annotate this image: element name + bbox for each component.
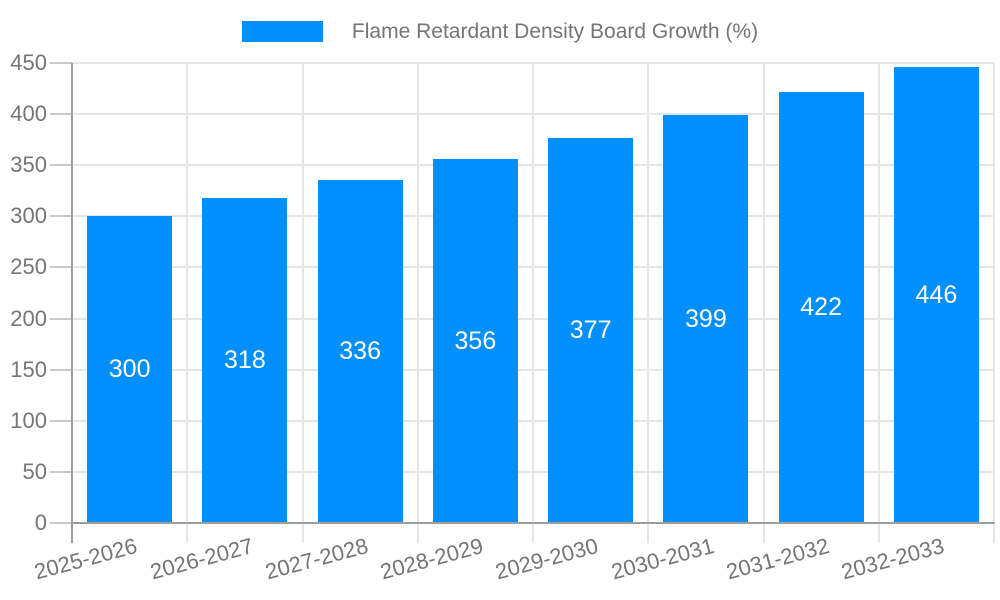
y-tick: [50, 419, 72, 422]
y-tick: [50, 368, 72, 371]
gridline-vertical: [993, 63, 995, 543]
y-tick: [50, 470, 72, 473]
bar-value-label: 336: [339, 336, 381, 365]
bar-value-label: 377: [569, 315, 612, 344]
y-axis-label: 350: [10, 152, 47, 178]
y-axis-label: 250: [10, 254, 47, 280]
y-tick: [50, 266, 72, 269]
gridline-vertical: [532, 63, 534, 543]
y-axis-label: 400: [10, 101, 47, 127]
legend-label: Flame Retardant Density Board Growth (%): [351, 20, 759, 43]
legend: Flame Retardant Density Board Growth (%): [0, 20, 1000, 43]
y-tick: [50, 164, 72, 167]
bar[interactable]: [778, 91, 864, 522]
bar[interactable]: [87, 216, 173, 522]
legend-item[interactable]: Flame Retardant Density Board Growth (%): [241, 20, 759, 43]
gridline-vertical: [877, 63, 880, 543]
y-axis-label: 100: [10, 407, 47, 433]
x-axis-label: 2028-2029: [377, 533, 486, 585]
bar[interactable]: [663, 115, 749, 522]
x-axis-label: 2026-2027: [147, 533, 256, 585]
y-axis-label: 300: [10, 203, 47, 229]
y-axis-label: 450: [10, 50, 47, 75]
x-axis-label: 2032-2033: [838, 533, 947, 585]
y-axis-label: 0: [34, 510, 47, 535]
x-axis-label: 2025-2026: [31, 533, 141, 585]
gridline-vertical: [301, 63, 304, 543]
y-tick: [50, 317, 72, 320]
bar[interactable]: [432, 159, 518, 522]
bar-value-label: 399: [685, 304, 727, 333]
x-axis-label: 2030-2031: [608, 533, 717, 585]
y-axis-label: 150: [10, 356, 47, 382]
x-axis-label: 2027-2028: [262, 533, 371, 585]
x-axis-label: 2029-2030: [492, 533, 602, 585]
y-tick: [50, 113, 72, 116]
bar[interactable]: [317, 179, 403, 522]
gridline-vertical: [186, 63, 189, 543]
y-axis-line: [71, 63, 73, 543]
y-tick: [50, 62, 72, 64]
plot-area: 300 318 336 356 377 399 422 446: [50, 62, 995, 543]
bar[interactable]: [893, 67, 979, 522]
gridline-vertical: [647, 63, 650, 543]
bar-value-label: 446: [915, 280, 958, 309]
gridline-vertical: [416, 63, 419, 543]
bar-value-label: 422: [800, 292, 842, 321]
bar-value-label: 300: [108, 355, 151, 384]
bar[interactable]: [202, 197, 288, 522]
bar-value-label: 318: [224, 345, 266, 374]
x-axis-label: 2031-2032: [723, 533, 832, 585]
bar[interactable]: [548, 137, 634, 522]
y-tick: [50, 522, 72, 524]
y-tick: [50, 215, 72, 218]
legend-swatch-icon: [241, 21, 323, 42]
x-axis-line: [71, 522, 995, 524]
y-axis-label: 50: [22, 458, 47, 484]
y-axis-label: 200: [10, 305, 47, 331]
gridline-vertical: [762, 63, 765, 543]
bar-value-label: 356: [454, 326, 497, 355]
